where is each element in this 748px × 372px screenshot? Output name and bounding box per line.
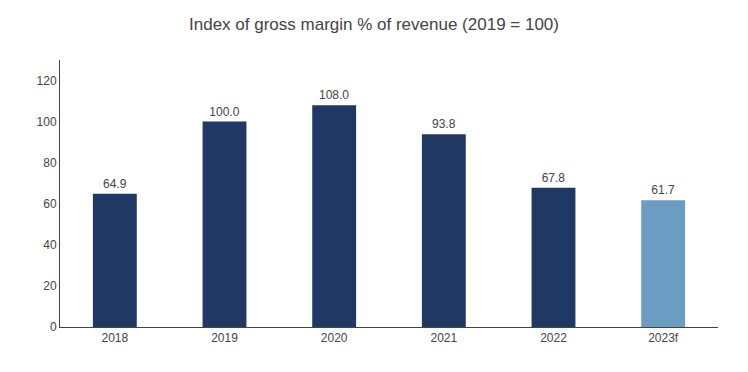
svg-text:2022: 2022 xyxy=(540,331,567,345)
svg-text:100: 100 xyxy=(37,115,57,129)
svg-text:80: 80 xyxy=(43,156,57,170)
svg-text:120: 120 xyxy=(37,74,57,88)
svg-text:2023f: 2023f xyxy=(648,331,679,345)
svg-text:93.8: 93.8 xyxy=(432,117,456,131)
svg-text:2018: 2018 xyxy=(101,331,128,345)
svg-text:2019: 2019 xyxy=(211,331,238,345)
svg-text:61.7: 61.7 xyxy=(651,183,675,197)
svg-text:40: 40 xyxy=(43,238,57,252)
svg-text:2021: 2021 xyxy=(430,331,457,345)
svg-text:67.8: 67.8 xyxy=(542,171,566,185)
svg-text:20: 20 xyxy=(43,279,57,293)
svg-text:64.9: 64.9 xyxy=(103,177,127,191)
svg-text:2020: 2020 xyxy=(321,331,348,345)
svg-text:108.0: 108.0 xyxy=(319,88,349,102)
svg-text:0: 0 xyxy=(50,320,57,334)
svg-text:Index of gross margin % of rev: Index of gross margin % of revenue (2019… xyxy=(189,15,559,34)
svg-text:60: 60 xyxy=(43,197,57,211)
svg-text:100.0: 100.0 xyxy=(209,105,239,119)
